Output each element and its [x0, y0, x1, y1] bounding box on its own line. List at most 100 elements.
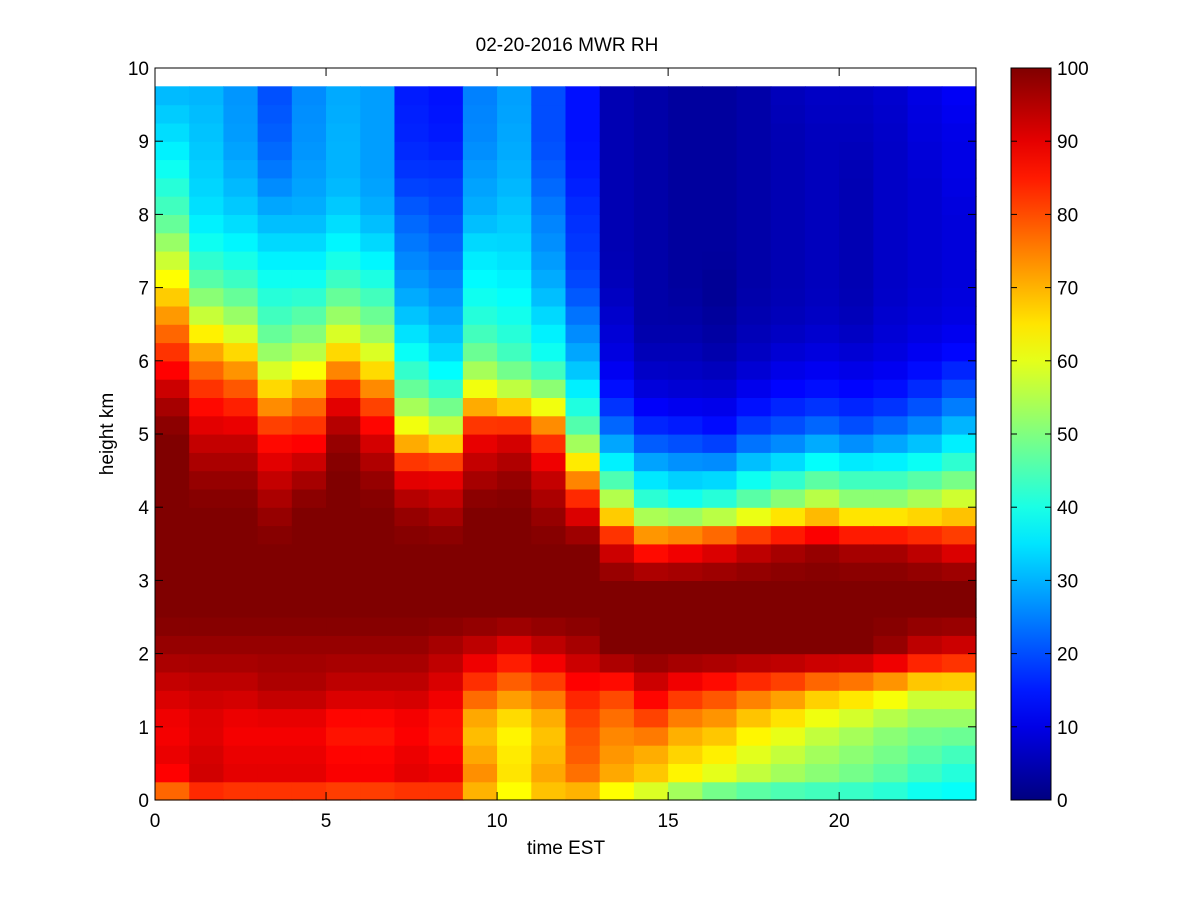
heatmap-cell: [428, 507, 464, 527]
heatmap-cell: [189, 635, 225, 655]
heatmap-cell: [462, 562, 498, 581]
heatmap-cell: [907, 708, 943, 728]
heatmap-cell: [155, 580, 190, 600]
heatmap-cell: [257, 708, 293, 728]
heatmap-cell: [839, 690, 874, 710]
heatmap-cell: [839, 232, 874, 252]
heatmap-cell: [531, 617, 567, 636]
heatmap-cell: [155, 397, 190, 417]
heatmap-cell: [462, 507, 498, 527]
heatmap-cell: [599, 690, 635, 710]
heatmap-cell: [360, 86, 396, 106]
heatmap-cell: [155, 525, 190, 545]
heatmap-cell: [155, 305, 190, 325]
heatmap-cell: [770, 543, 806, 563]
heatmap-cell: [839, 324, 874, 344]
heatmap-cell: [565, 232, 601, 252]
heatmap-cell: [770, 452, 806, 472]
heatmap-cell: [873, 671, 909, 691]
heatmap-cell: [428, 690, 464, 710]
heatmap-cell: [531, 653, 567, 673]
heatmap-cell: [702, 141, 738, 161]
heatmap-cell: [360, 635, 396, 655]
heatmap-cell: [155, 470, 190, 490]
heatmap-cell: [360, 269, 396, 289]
heatmap-cell: [291, 671, 327, 691]
heatmap-cell: [736, 287, 772, 307]
heatmap-cell: [873, 690, 909, 710]
heatmap-cell: [223, 434, 259, 453]
heatmap-cell: [155, 214, 190, 234]
heatmap-cell: [189, 781, 225, 801]
heatmap-cell: [599, 617, 635, 636]
heatmap-cell: [668, 104, 703, 124]
heatmap-cell: [223, 598, 259, 618]
heatmap-cell: [497, 196, 532, 215]
heatmap-cell: [804, 232, 840, 252]
heatmap-cell: [291, 525, 327, 545]
x-tick-label: 0: [150, 811, 161, 832]
heatmap-cell: [702, 653, 738, 673]
heatmap-cell: [668, 324, 703, 344]
heatmap-cell: [804, 488, 840, 508]
heatmap-cell: [702, 342, 738, 362]
heatmap-cell: [633, 671, 669, 691]
heatmap-cell: [428, 745, 464, 764]
heatmap-cell: [223, 690, 259, 710]
heatmap-cell: [839, 122, 874, 142]
heatmap-cell: [497, 452, 532, 472]
heatmap-cell: [873, 141, 909, 161]
heatmap-cell: [291, 360, 327, 380]
heatmap-cell: [394, 122, 430, 142]
heatmap-cell: [189, 287, 225, 307]
heatmap-cell: [257, 562, 293, 581]
heatmap-cell: [257, 781, 293, 801]
heatmap-cell: [257, 324, 293, 344]
heatmap-cell: [873, 251, 909, 270]
heatmap-cell: [907, 196, 943, 215]
x-axis-label: time EST: [527, 838, 606, 859]
heatmap-cell: [462, 397, 498, 417]
heatmap-cell: [462, 214, 498, 234]
heatmap-cell: [941, 177, 977, 197]
heatmap-cell: [736, 726, 772, 746]
heatmap-cell: [462, 580, 498, 600]
heatmap-cell: [804, 580, 840, 600]
heatmap-cell: [702, 598, 738, 618]
heatmap-cell: [155, 562, 190, 581]
heatmap-cell: [497, 745, 532, 764]
heatmap-cell: [531, 745, 567, 764]
heatmap-cell: [257, 86, 293, 106]
heatmap-cell: [326, 598, 361, 618]
heatmap-cell: [428, 251, 464, 270]
heatmap-cell: [155, 251, 190, 270]
heatmap-cell: [531, 726, 567, 746]
heatmap-cell: [326, 434, 361, 453]
heatmap-cell: [257, 671, 293, 691]
heatmap-cell: [257, 507, 293, 527]
heatmap-cell: [633, 342, 669, 362]
heatmap-cell: [291, 196, 327, 215]
heatmap-cell: [839, 434, 874, 453]
heatmap-cell: [326, 141, 361, 161]
heatmap-cell: [668, 360, 703, 380]
heatmap-cell: [941, 617, 977, 636]
heatmap-cell: [223, 86, 259, 106]
heatmap-cell: [394, 525, 430, 545]
heatmap-cell: [531, 214, 567, 234]
heatmap-cell: [736, 781, 772, 801]
heatmap-cell: [702, 159, 738, 179]
heatmap-cell: [736, 177, 772, 197]
heatmap-cell: [497, 342, 532, 362]
heatmap-cell: [189, 507, 225, 527]
heatmap-cell: [565, 617, 601, 636]
heatmap-cell: [599, 726, 635, 746]
heatmap-cell: [462, 708, 498, 728]
heatmap-cell: [941, 470, 977, 490]
heatmap-cell: [497, 379, 532, 398]
heatmap-cell: [804, 617, 840, 636]
heatmap-cell: [223, 177, 259, 197]
y-tick-labels: 0 1 2 3 4 5 6 7 8 9 10: [128, 59, 150, 812]
heatmap-cell: [155, 507, 190, 527]
heatmap-cell: [428, 763, 464, 783]
